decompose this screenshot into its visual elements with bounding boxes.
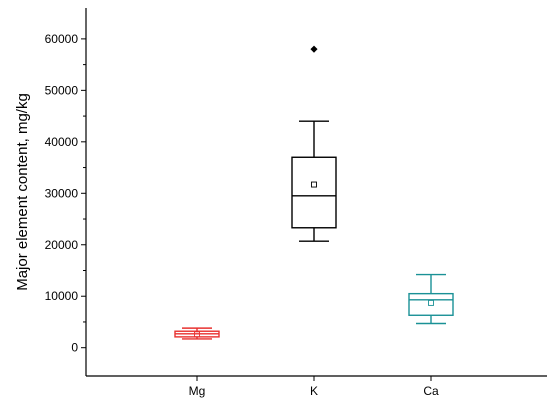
x-tick-label: Mg [189, 384, 206, 398]
outlier-point [310, 45, 318, 53]
x-tick-label: Ca [423, 384, 439, 398]
iqr-box [408, 292, 454, 316]
box-mg [174, 327, 220, 340]
y-ticks: 0 10000 20000 30000 40000 50000 60000 [45, 32, 86, 355]
x-ticks: Mg K Ca [189, 376, 439, 398]
y-tick-label: 30000 [45, 186, 79, 200]
mean-marker [311, 181, 317, 188]
box-ca [408, 273, 454, 325]
y-tick-label: 10000 [45, 289, 79, 303]
x-tick-label: K [310, 384, 318, 398]
y-tick-label: 60000 [45, 32, 79, 46]
iqr-box [291, 156, 337, 229]
boxes [174, 45, 454, 340]
mean-marker [194, 331, 200, 338]
mean-marker [428, 299, 434, 306]
y-tick-label: 40000 [45, 135, 79, 149]
y-axis-title: Major element content, mg/kg [14, 93, 31, 291]
y-tick-label: 50000 [45, 83, 79, 97]
box-k [291, 45, 337, 242]
axes: 0 10000 20000 30000 40000 50000 60000 Mg K Ca [45, 8, 547, 398]
y-tick-label: 20000 [45, 238, 79, 252]
y-tick-label: 0 [71, 341, 78, 355]
